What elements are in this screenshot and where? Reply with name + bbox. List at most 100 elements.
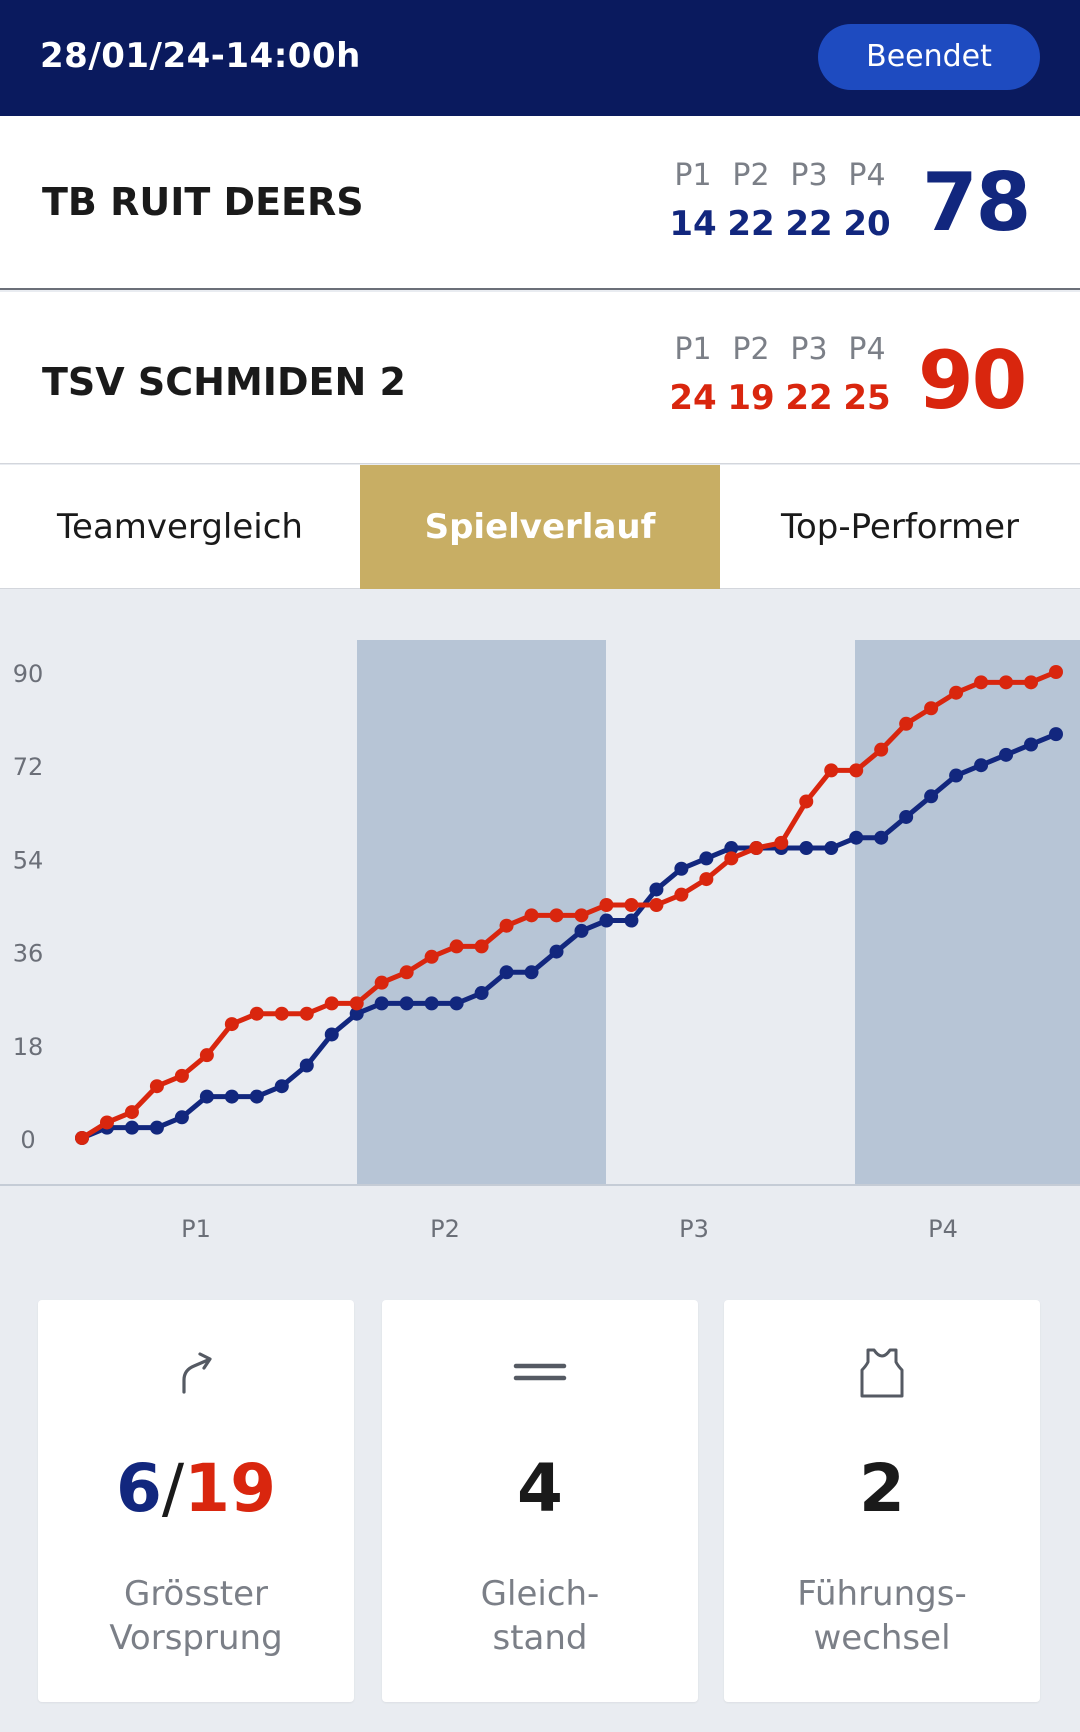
stat-label: Führungs-wechsel (797, 1574, 967, 1658)
data-point (424, 949, 439, 964)
data-point (149, 1079, 164, 1094)
data-point (75, 1131, 89, 1145)
data-point (499, 965, 514, 980)
data-point (949, 768, 964, 783)
data-point (124, 1120, 139, 1135)
data-point (324, 1027, 339, 1042)
team-name: TB RUIT DEERS (42, 180, 364, 224)
x-period-label: P1 (181, 1215, 211, 1243)
data-point (474, 986, 489, 1001)
data-point (99, 1115, 114, 1130)
stat-value: 2 (859, 1450, 905, 1527)
data-point (874, 830, 889, 845)
data-point (224, 1017, 239, 1032)
series-line-2 (80, 669, 1057, 1141)
data-point (374, 975, 389, 990)
data-point (924, 789, 939, 804)
data-point (524, 908, 539, 923)
period-score-p4: P4 25 (843, 332, 891, 418)
stat-value: 6/19 (115, 1450, 277, 1527)
data-point (774, 835, 789, 850)
data-point (574, 908, 589, 923)
data-point (399, 996, 414, 1011)
data-point (599, 913, 614, 928)
jersey-icon (860, 1348, 904, 1398)
tab-bar: Teamvergleich Spielverlauf Top-Performer (0, 465, 1080, 589)
data-point (874, 742, 889, 757)
period-score-p1: P1 24 (669, 332, 717, 418)
data-point (649, 898, 664, 912)
data-point (899, 716, 914, 731)
tab-top-performer[interactable]: Top-Performer (781, 507, 1019, 547)
data-point (274, 1079, 289, 1094)
data-point (999, 675, 1014, 690)
period-band-p4 (855, 640, 1080, 1185)
data-point (549, 944, 564, 959)
data-point (899, 809, 914, 824)
data-point (674, 861, 689, 876)
period-score-p4: P4 20 (843, 158, 891, 244)
game-date: 28/01/24-14:00h (40, 36, 361, 76)
data-point (699, 872, 714, 887)
stat-card-biggest-lead: 6/19 Grösster Vorsprung (38, 1300, 354, 1702)
stat-card-lead-changes: 2 Führungs-wechsel (724, 1300, 1040, 1702)
data-point (424, 996, 439, 1011)
period-score-p2: P2 22 (727, 158, 775, 244)
data-point (249, 1089, 264, 1104)
x-period-label: P2 (430, 1215, 460, 1243)
data-point (749, 841, 764, 856)
data-point (649, 882, 664, 897)
data-point (474, 939, 489, 954)
equals-icon (513, 1363, 567, 1381)
data-point (174, 1068, 189, 1083)
data-point (1049, 727, 1063, 742)
data-point (499, 918, 514, 933)
x-period-label: P4 (928, 1215, 958, 1243)
data-point (824, 841, 839, 856)
data-point (724, 851, 739, 866)
data-point (349, 1006, 364, 1021)
data-point (999, 747, 1014, 762)
y-tick-label: 90 (13, 660, 44, 688)
data-point (824, 763, 839, 778)
data-point (249, 1006, 264, 1021)
data-point (524, 965, 539, 980)
data-point (124, 1105, 139, 1120)
data-point (324, 996, 339, 1011)
team-row-home: TB RUIT DEERS P1 14 P2 22 P3 22 P4 20 78 (0, 116, 1080, 290)
data-point (199, 1048, 214, 1063)
tab-teamvergleich[interactable]: Teamvergleich (57, 507, 303, 547)
period-score-p3: P3 22 (785, 332, 833, 418)
status-button[interactable]: Beendet (818, 24, 1040, 90)
team-name: TSV SCHMIDEN 2 (42, 360, 406, 404)
data-point (924, 701, 939, 716)
series-line-1 (81, 731, 1057, 1141)
total-score: 90 (918, 334, 1027, 427)
data-point (549, 908, 564, 923)
game-flow-chart: 0 18 36 54 72 90 P1 P2 P3 P4 (0, 590, 1080, 1250)
y-tick-label: 72 (13, 753, 44, 781)
y-tick-label: 36 (13, 940, 44, 968)
data-point (449, 939, 464, 954)
data-point (1024, 675, 1039, 690)
arrow-turn-up-icon (182, 1352, 212, 1394)
x-period-label: P3 (679, 1215, 709, 1243)
data-point (374, 996, 389, 1011)
data-point (624, 898, 639, 912)
data-point (149, 1120, 164, 1135)
period-score-p2: P2 19 (727, 332, 775, 418)
data-point (849, 830, 864, 845)
data-point (1024, 737, 1039, 752)
game-flow-chart-svg: 0 18 36 54 72 90 P1 P2 P3 P4 (0, 640, 1080, 1243)
data-point (224, 1089, 239, 1104)
total-score: 78 (922, 156, 1031, 249)
stat-value: 4 (517, 1450, 563, 1527)
stat-label: Grösster Vorsprung (109, 1574, 283, 1658)
stat-label: Gleich-stand (480, 1574, 600, 1658)
data-point (574, 923, 589, 938)
tab-spielverlauf[interactable]: Spielverlauf (360, 465, 720, 589)
y-tick-label: 0 (20, 1126, 35, 1154)
data-point (799, 794, 814, 809)
data-point (274, 1006, 289, 1021)
data-point (399, 965, 414, 980)
